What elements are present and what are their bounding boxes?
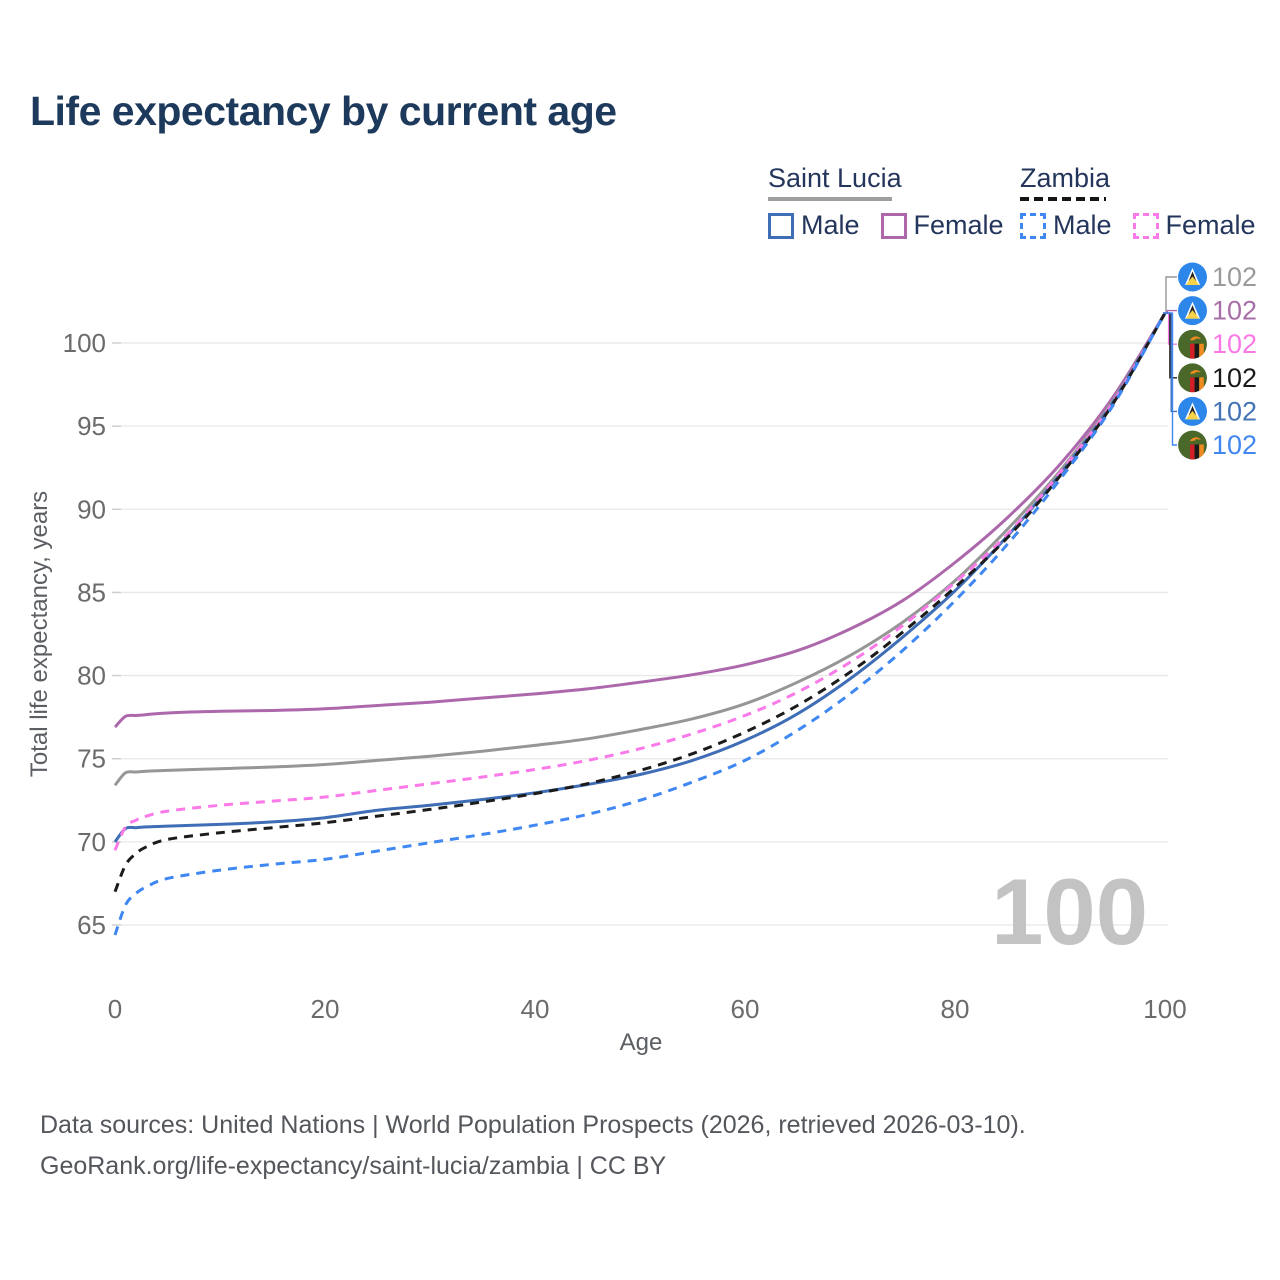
page-title: Life expectancy by current age — [30, 88, 617, 134]
end-marker-zambia-both-sexes: 102 — [1163, 312, 1257, 393]
y-tick-label-85: 85 — [77, 577, 106, 607]
end-value-label-zambia-male: 102 — [1212, 430, 1257, 460]
x-tick-label-40: 40 — [521, 994, 550, 1024]
saint-lucia-flag-icon — [1178, 262, 1207, 292]
age-counter-watermark: 100 — [991, 859, 1148, 964]
y-tick-label-100: 100 — [63, 328, 106, 358]
saint-lucia-female-swatch-icon[interactable] — [880, 212, 907, 239]
end-value-label-saint-lucia-both-sexes: 102 — [1212, 262, 1257, 292]
x-tick-label-100: 100 — [1143, 994, 1186, 1024]
series-line-zambia-both-sexes[interactable] — [113, 312, 1167, 893]
x-axis-title: Age — [620, 1029, 663, 1056]
y-tick-label-65: 65 — [77, 910, 106, 940]
legend-label-male: Male — [1053, 210, 1112, 240]
x-tick-label-60: 60 — [731, 994, 760, 1024]
chart-legend: Saint Lucia Male Female Zambia — [0, 163, 1280, 243]
saint-lucia-solid-line-sample — [768, 197, 892, 201]
end-marker-zambia-male: 102 — [1163, 312, 1257, 461]
leader-line — [1163, 276, 1177, 314]
series-line-saint-lucia-male[interactable] — [113, 312, 1167, 843]
end-marker-saint-lucia-female: 102 — [1163, 296, 1257, 326]
x-tick-label-80: 80 — [941, 994, 970, 1024]
legend-country-zambia: Zambia — [1020, 163, 1256, 201]
zambia-flag-icon — [1178, 330, 1207, 360]
y-tick-label-95: 95 — [77, 411, 106, 441]
leader-line — [1163, 312, 1177, 446]
zambia-dashed-line-sample — [1020, 197, 1106, 201]
legend-country-saint-lucia: Saint Lucia — [768, 163, 1004, 201]
leader-line — [1163, 312, 1177, 379]
attribution-footer: Data sources: United Nations | World Pop… — [40, 1105, 1026, 1187]
y-tick-label-70: 70 — [77, 827, 106, 857]
legend-item-saint-lucia-male[interactable]: Male — [768, 210, 860, 241]
source-url-line: GeoRank.org/life-expectancy/saint-lucia/… — [40, 1152, 667, 1180]
end-value-label-saint-lucia-female: 102 — [1212, 296, 1257, 326]
end-marker-saint-lucia-male: 102 — [1163, 312, 1257, 426]
end-value-label-zambia-female: 102 — [1212, 329, 1257, 359]
series-line-saint-lucia-female[interactable] — [113, 312, 1167, 729]
legend-group-saint-lucia: Saint Lucia Male Female — [768, 163, 1004, 241]
y-tick-label-75: 75 — [77, 744, 106, 774]
series-line-saint-lucia-both-sexes[interactable] — [113, 312, 1167, 787]
end-value-label-saint-lucia-male: 102 — [1212, 396, 1257, 426]
saint-lucia-male-swatch-icon[interactable] — [768, 212, 794, 239]
gridlines — [112, 342, 1168, 926]
saint-lucia-flag-icon — [1178, 296, 1207, 326]
y-tick-label-90: 90 — [77, 494, 106, 524]
end-value-label-zambia-both-sexes: 102 — [1212, 363, 1257, 393]
zambia-flag-icon — [1178, 431, 1207, 461]
x-tick-label-0: 0 — [108, 994, 122, 1024]
legend-group-zambia: Zambia Male Female — [1020, 163, 1256, 241]
x-axis-tick-labels: 0 20 40 60 80 100 — [108, 994, 1187, 1024]
series-lines — [113, 312, 1167, 936]
legend-item-zambia-female[interactable]: Female — [1132, 210, 1256, 241]
legend-country-label-saint-lucia: Saint Lucia — [768, 163, 902, 193]
series-line-zambia-female[interactable] — [113, 312, 1167, 851]
legend-label-male: Male — [801, 210, 860, 240]
y-axis-tick-labels: 65 70 75 80 85 90 95 100 — [63, 328, 106, 940]
zambia-female-swatch-icon[interactable] — [1132, 212, 1159, 239]
legend-item-saint-lucia-female[interactable]: Female — [880, 210, 1004, 241]
end-marker-zambia-female: 102 — [1163, 312, 1257, 360]
data-sources-line: Data sources: United Nations | World Pop… — [40, 1111, 1026, 1139]
y-axis-title: Total life expectancy, years — [26, 491, 53, 777]
zambia-male-swatch-icon[interactable] — [1020, 212, 1046, 239]
legend-country-label-zambia: Zambia — [1020, 163, 1111, 193]
saint-lucia-flag-icon — [1178, 396, 1207, 426]
x-tick-label-20: 20 — [311, 994, 340, 1024]
zambia-flag-icon — [1178, 363, 1207, 393]
legend-item-zambia-male[interactable]: Male — [1020, 210, 1112, 241]
legend-label-female: Female — [1165, 210, 1256, 240]
legend-label-female: Female — [913, 210, 1004, 240]
series-line-zambia-male[interactable] — [113, 312, 1167, 936]
y-tick-label-80: 80 — [77, 661, 106, 691]
